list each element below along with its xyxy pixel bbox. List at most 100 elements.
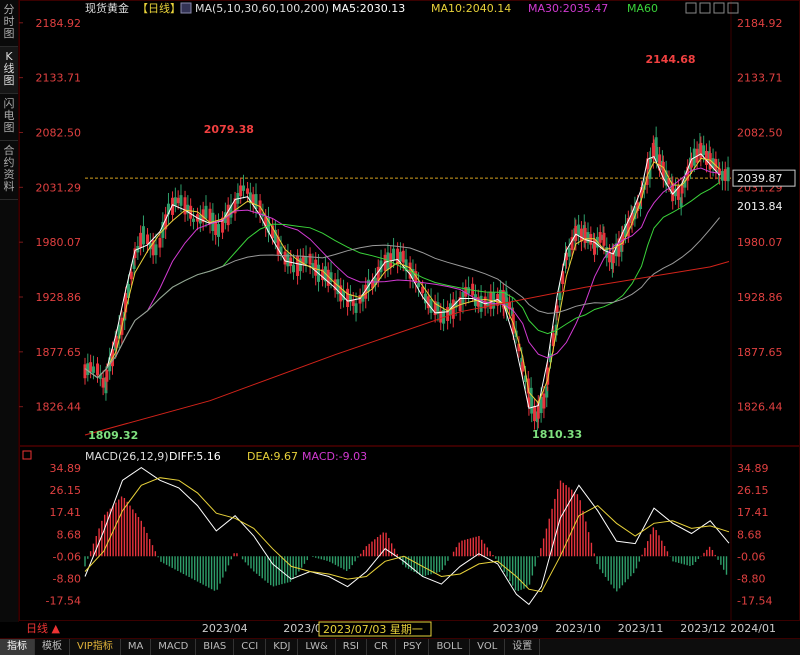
candle-body xyxy=(376,266,380,281)
candle-body xyxy=(586,232,590,243)
candle-body xyxy=(311,263,315,269)
candle-body xyxy=(216,224,220,237)
macd-tick-label-right: -17.54 xyxy=(737,595,772,608)
candle-body xyxy=(454,301,458,308)
x-axis-label: 2023/11 xyxy=(618,622,664,635)
candle-body xyxy=(98,374,102,379)
macd-tick-label-left: -8.80 xyxy=(53,573,81,586)
tab-timeshare[interactable]: 分时图 xyxy=(0,0,18,47)
header-ma60: MA60 xyxy=(627,2,658,15)
candle-body xyxy=(546,367,550,385)
candle-body xyxy=(708,153,712,170)
candle-body xyxy=(704,150,708,165)
candle-body xyxy=(718,168,722,176)
candle-body xyxy=(433,301,437,316)
ma10-line xyxy=(84,157,720,404)
candle-body xyxy=(451,299,455,319)
kline-chart-area[interactable]: 现货黄金 【日线】 MA(5,10,30,60,100,200) MA5:2030.1… xyxy=(19,0,800,638)
toolbar-tab-vol[interactable]: VOL xyxy=(470,639,506,655)
header-ma-params: MA(5,10,30,60,100,200) xyxy=(195,2,329,15)
toolbar-tab-vip-indicators[interactable]: VIP指标 xyxy=(70,639,121,655)
candle-body xyxy=(164,214,168,230)
candle-body xyxy=(414,271,418,283)
candle-body xyxy=(241,185,245,191)
toolbar-tab-indicators[interactable]: 指标 xyxy=(0,639,35,655)
chart-layout-icon[interactable] xyxy=(685,2,697,14)
candle-body xyxy=(621,232,625,245)
tab-contract-info[interactable]: 合约资料 xyxy=(0,141,18,200)
period-selector-button[interactable]: 日线 ▲ xyxy=(26,622,60,635)
candle-body xyxy=(649,157,653,163)
candle-body xyxy=(396,248,400,265)
candle-body xyxy=(251,194,255,206)
candle-body xyxy=(233,198,237,214)
candle-body xyxy=(271,225,275,239)
toolbar-tab-templates[interactable]: 模板 xyxy=(35,639,70,655)
candle-body xyxy=(570,237,574,251)
ma-settings-icon[interactable] xyxy=(180,2,192,14)
toolbar-tab-settings[interactable]: 设置 xyxy=(505,639,541,655)
price-tick-label-left: 2184.92 xyxy=(36,17,82,30)
toolbar-tab-boll[interactable]: BOLL xyxy=(429,639,471,655)
candle-body xyxy=(486,301,490,306)
toolbar-tab-kdj[interactable]: KDJ xyxy=(266,639,299,655)
toolbar-tab-cr[interactable]: CR xyxy=(367,639,396,655)
tab-flash-chart[interactable]: 闪电图 xyxy=(0,94,18,141)
toolbar-tab-rsi[interactable]: RSI xyxy=(336,639,368,655)
x-axis-label: 2023/10 xyxy=(555,622,601,635)
chart-close-icon[interactable] xyxy=(727,2,739,14)
header-ma5: MA5:2030.13 xyxy=(332,2,405,15)
tab-kline[interactable]: K线图 xyxy=(0,47,18,94)
candle-body xyxy=(326,269,330,286)
candle-body xyxy=(671,182,675,202)
candle-body xyxy=(321,269,325,280)
candle-body xyxy=(523,375,527,382)
candle-body xyxy=(191,218,195,222)
header-ma10: MA10:2040.14 xyxy=(431,2,511,15)
candle-body xyxy=(577,224,581,236)
candle-body xyxy=(124,293,128,313)
candle-body xyxy=(539,396,543,414)
macd-tick-label-right: 17.41 xyxy=(737,506,769,519)
toolbar-tab-macd[interactable]: MACD xyxy=(151,639,197,655)
candle-body xyxy=(564,252,568,261)
candle-body xyxy=(421,286,425,294)
candle-body xyxy=(633,206,637,220)
x-axis-label: 2023/12 xyxy=(680,622,726,635)
toolbar-tab-lw[interactable]: LW& xyxy=(298,639,336,655)
toolbar-tab-cci[interactable]: CCI xyxy=(234,639,267,655)
candle-body xyxy=(392,248,396,261)
candle-body xyxy=(171,197,175,215)
candle-body xyxy=(655,146,659,162)
candle-body xyxy=(158,237,162,248)
x-axis-label: 2024/01 xyxy=(730,622,776,635)
candle-body xyxy=(674,188,678,197)
candle-body xyxy=(89,362,93,372)
price-tick-label-left: 2133.71 xyxy=(36,72,82,85)
candle-body xyxy=(189,205,193,219)
chart-zoom-icon[interactable] xyxy=(713,2,725,14)
candle-body xyxy=(104,377,108,394)
candle-body xyxy=(361,294,365,302)
candle-body xyxy=(329,272,333,282)
candle-body xyxy=(645,176,649,185)
candle-body xyxy=(676,186,680,200)
candle-body xyxy=(598,232,602,243)
current-price-box xyxy=(732,169,796,187)
candle-body xyxy=(398,251,402,262)
toolbar-tab-bias[interactable]: BIAS xyxy=(196,639,235,655)
chart-expand-icon[interactable] xyxy=(699,2,711,14)
price-panel-frame xyxy=(19,0,800,446)
macd-indicator-icon[interactable] xyxy=(22,450,32,460)
candle-body xyxy=(527,397,531,408)
candle-body xyxy=(166,203,170,215)
candle-body xyxy=(173,197,177,206)
toolbar-tab-ma[interactable]: MA xyxy=(121,639,152,655)
toolbar-tab-psy[interactable]: PSY xyxy=(396,639,430,655)
candle-body xyxy=(630,212,634,226)
candle-body xyxy=(333,279,337,291)
candle-body xyxy=(105,369,109,382)
candle-body xyxy=(476,297,480,307)
ma30-line xyxy=(84,167,720,379)
candle-body xyxy=(545,386,549,398)
